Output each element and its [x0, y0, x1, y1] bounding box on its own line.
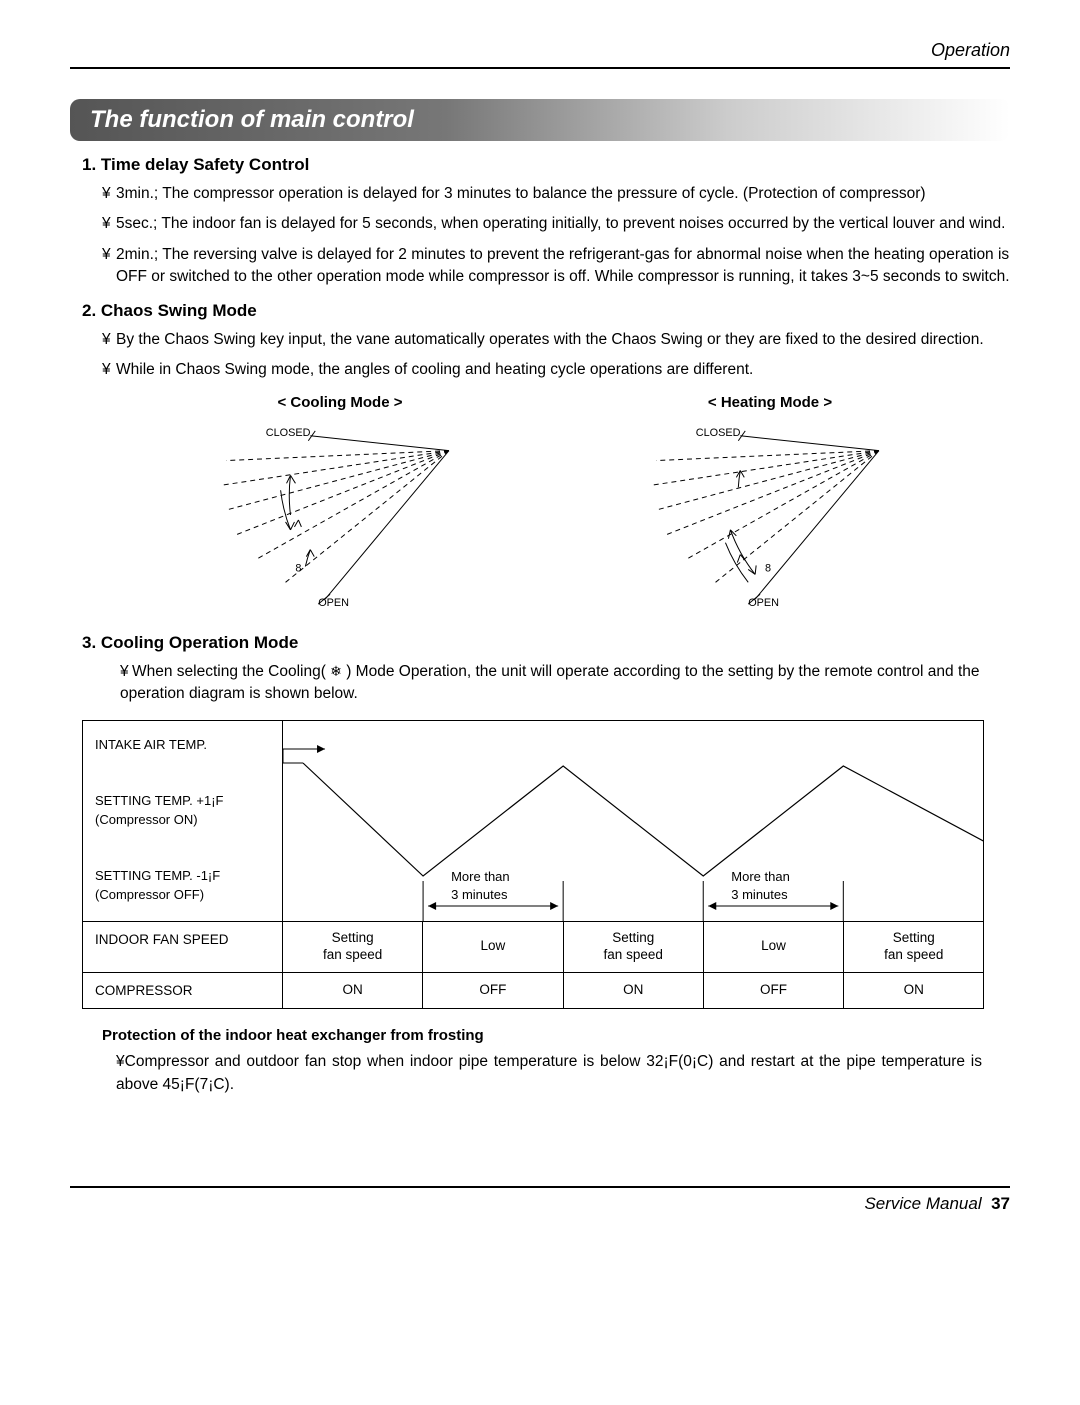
list-item: ¥ By the Chaos Swing key input, the vane…	[102, 329, 1010, 351]
table-cell: OFF	[704, 973, 844, 1008]
more-than-label-2b: 3 minutes	[731, 887, 788, 902]
table-cell: Low	[423, 922, 563, 972]
section2-list: ¥ By the Chaos Swing key input, the vane…	[102, 329, 1010, 382]
list-item: ¥ 2min.; The reversing valve is delayed …	[102, 244, 1010, 289]
table-cell: ON	[283, 973, 423, 1008]
bullet-icon: ¥	[102, 213, 116, 235]
list-item-text: 3min.; The compressor operation is delay…	[116, 183, 1010, 205]
comp-off-label: SETTING TEMP. -1¡F (Compressor OFF)	[95, 866, 274, 905]
operation-graph-row: INTAKE AIR TEMP. SETTING TEMP. +1¡F (Com…	[83, 721, 983, 921]
list-item: ¥ 3min.; The compressor operation is del…	[102, 183, 1010, 205]
comp-on-label: SETTING TEMP. +1¡F (Compressor ON)	[95, 791, 274, 830]
list-item-text: 5sec.; The indoor fan is delayed for 5 s…	[116, 213, 1010, 235]
eight-label: 8	[765, 562, 771, 574]
fan-speed-row-label: INDOOR FAN SPEED	[83, 922, 283, 972]
section3-body: ¥When selecting the Cooling( ❄ ) Mode Op…	[120, 661, 1010, 706]
page-footer: Service Manual 37	[70, 1186, 1010, 1214]
list-item-text: 2min.; The reversing valve is delayed fo…	[116, 244, 1010, 289]
eight-label: 8	[295, 562, 301, 574]
page-header: Operation	[70, 40, 1010, 69]
more-than-label-2a: More than	[731, 869, 790, 884]
table-cell: Low	[704, 922, 844, 972]
table-cell: Setting fan speed	[564, 922, 704, 972]
compressor-row-label: COMPRESSOR	[83, 973, 283, 1008]
closed-label: CLOSED	[696, 427, 741, 439]
cooling-mode-diagram: < Cooling Mode > CLOSED OPEN 8	[140, 394, 540, 615]
open-label: OPEN	[748, 597, 779, 609]
section1-heading: 1. Time delay Safety Control	[82, 155, 1010, 175]
fan-speed-row: INDOOR FAN SPEED Setting fan speed Low S…	[83, 921, 983, 972]
operation-graph: More than 3 minutes More than 3 minutes	[283, 721, 983, 921]
table-cell: OFF	[423, 973, 563, 1008]
cooling-body-pre: When selecting the Cooling(	[132, 663, 330, 680]
swing-diagrams: < Cooling Mode > CLOSED OPEN 8	[140, 394, 1010, 615]
table-cell: ON	[844, 973, 983, 1008]
bullet-icon: ¥	[102, 329, 116, 351]
list-item: ¥ While in Chaos Swing mode, the angles …	[102, 359, 1010, 381]
intake-temp-label: INTAKE AIR TEMP.	[95, 735, 274, 755]
operation-table: INTAKE AIR TEMP. SETTING TEMP. +1¡F (Com…	[82, 720, 984, 1009]
cooling-diagram-title: < Cooling Mode >	[140, 394, 540, 411]
table-cell: ON	[564, 973, 704, 1008]
heating-fan-svg: CLOSED OPEN 8	[571, 416, 969, 614]
open-label: OPEN	[318, 597, 349, 609]
main-title-bar: The function of main control	[70, 99, 1010, 141]
more-than-label-1a: More than	[451, 869, 510, 884]
compressor-cells: ON OFF ON OFF ON	[283, 973, 983, 1008]
frosting-protection-text: Compressor and outdoor fan stop when ind…	[116, 1053, 982, 1093]
closed-label: CLOSED	[266, 427, 311, 439]
table-cell: Setting fan speed	[283, 922, 423, 972]
main-title-text: The function of main control	[90, 106, 414, 133]
more-than-label-1b: 3 minutes	[451, 887, 508, 902]
footer-text: Service Manual	[864, 1194, 981, 1213]
snowflake-icon: ❄	[330, 663, 342, 679]
cooling-diagram-box: CLOSED OPEN 8	[140, 415, 540, 615]
compressor-row: COMPRESSOR ON OFF ON OFF ON	[83, 972, 983, 1008]
bullet-icon: ¥	[102, 359, 116, 381]
list-item-text: While in Chaos Swing mode, the angles of…	[116, 359, 1010, 381]
section3-heading: 3. Cooling Operation Mode	[82, 633, 1010, 653]
section1-list: ¥ 3min.; The compressor operation is del…	[102, 183, 1010, 289]
bullet-icon: ¥	[102, 183, 116, 205]
operation-graph-labels: INTAKE AIR TEMP. SETTING TEMP. +1¡F (Com…	[83, 721, 283, 921]
operation-graph-svg: More than 3 minutes More than 3 minutes	[283, 721, 983, 921]
heating-diagram-box: CLOSED OPEN 8	[570, 415, 970, 615]
fan-speed-cells: Setting fan speed Low Setting fan speed …	[283, 922, 983, 972]
header-section-label: Operation	[931, 40, 1010, 60]
frosting-protection-body: ¥Compressor and outdoor fan stop when in…	[116, 1050, 982, 1097]
list-item: ¥ 5sec.; The indoor fan is delayed for 5…	[102, 213, 1010, 235]
table-cell: Setting fan speed	[844, 922, 983, 972]
bullet-icon: ¥	[102, 244, 116, 289]
list-item-text: By the Chaos Swing key input, the vane a…	[116, 329, 1010, 351]
cooling-fan-svg: CLOSED OPEN 8	[141, 416, 539, 614]
bullet-icon: ¥	[120, 661, 132, 683]
heating-diagram-title: < Heating Mode >	[570, 394, 970, 411]
footer-page-number: 37	[991, 1194, 1010, 1213]
bullet-icon: ¥	[116, 1053, 125, 1070]
frosting-protection-heading: Protection of the indoor heat exchanger …	[102, 1027, 1010, 1044]
section2-heading: 2. Chaos Swing Mode	[82, 301, 1010, 321]
heating-mode-diagram: < Heating Mode > CLOSED OPEN 8	[570, 394, 970, 615]
